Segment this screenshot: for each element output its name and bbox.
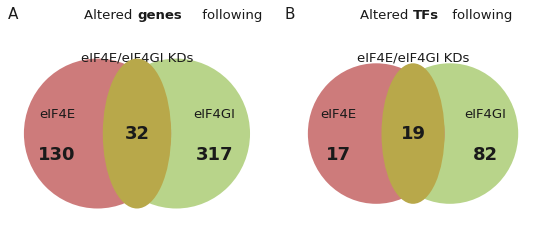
Text: 32: 32 <box>124 125 150 142</box>
Ellipse shape <box>382 63 518 204</box>
Text: following: following <box>448 9 513 22</box>
Text: 317: 317 <box>196 146 233 164</box>
Text: TFs: TFs <box>413 9 439 22</box>
Text: Altered: Altered <box>360 9 413 22</box>
Text: 82: 82 <box>473 146 498 164</box>
Text: Altered: Altered <box>84 9 137 22</box>
Ellipse shape <box>103 59 250 208</box>
Text: 17: 17 <box>326 146 351 164</box>
Text: 19: 19 <box>400 125 426 142</box>
Text: following: following <box>197 9 262 22</box>
Text: eIF4GI: eIF4GI <box>194 108 235 121</box>
Ellipse shape <box>308 63 444 204</box>
Ellipse shape <box>103 59 171 208</box>
Text: eIF4GI: eIF4GI <box>464 108 507 121</box>
Text: genes: genes <box>137 9 182 22</box>
Text: B: B <box>284 7 295 22</box>
Ellipse shape <box>382 63 444 204</box>
Text: eIF4E: eIF4E <box>321 108 357 121</box>
Text: eIF4E/eIF4GI KDs: eIF4E/eIF4GI KDs <box>357 52 469 65</box>
Text: eIF4E: eIF4E <box>39 108 75 121</box>
Ellipse shape <box>24 59 171 208</box>
Text: eIF4E/eIF4GI KDs: eIF4E/eIF4GI KDs <box>81 52 193 65</box>
Text: 130: 130 <box>39 146 76 164</box>
Text: A: A <box>8 7 19 22</box>
